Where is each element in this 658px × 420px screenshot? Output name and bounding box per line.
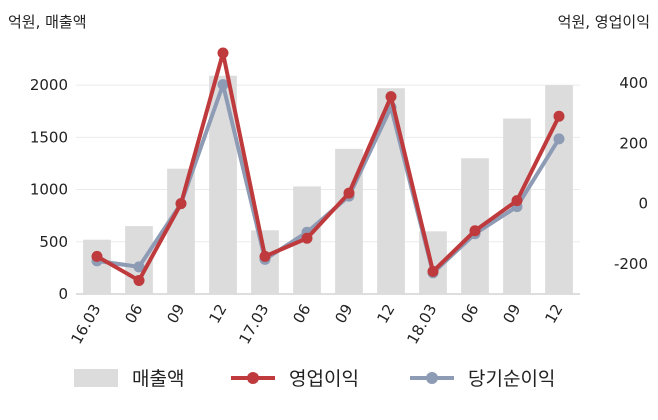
right-tick-3: 400 [619, 74, 648, 92]
left-tick-0: 0 [58, 285, 68, 303]
bar-2 [167, 168, 195, 294]
point-2 [175, 198, 187, 210]
point-9 [469, 225, 481, 237]
x-axis: 16.03 06 09 12 17.03 06 09 12 18.03 06 09 12 [67, 301, 566, 347]
line-series [91, 47, 565, 286]
point-3 [217, 47, 229, 59]
point-1 [133, 274, 145, 286]
x-tick-6: 09 [331, 301, 356, 327]
point-8 [427, 265, 439, 277]
line-net-income [95, 82, 561, 275]
left-tick-2: 1000 [30, 181, 68, 199]
x-tick-1: 06 [121, 301, 146, 327]
legend-label-0: 매출액 [132, 368, 184, 390]
right-axis: -200 0 200 400 [614, 74, 648, 273]
line-operating-profit [95, 50, 561, 283]
x-tick-10: 09 [499, 301, 524, 327]
point-3 [217, 79, 229, 91]
legend-swatch-0 [74, 369, 118, 387]
right-tick-0: -200 [614, 255, 648, 273]
x-tick-5: 06 [289, 301, 314, 327]
x-tick-4: 17.03 [235, 301, 272, 347]
right-tick-1: 0 [638, 195, 648, 213]
x-tick-0: 16.03 [67, 301, 104, 347]
point-1 [133, 261, 145, 273]
left-axis: 0 500 1000 1500 2000 [30, 76, 68, 303]
right-tick-2: 200 [619, 134, 648, 152]
legend-label-1: 영업이익 [289, 368, 359, 390]
x-tick-7: 12 [373, 301, 398, 327]
legend-marker-2 [426, 372, 438, 384]
legend-marker-1 [247, 372, 259, 384]
x-tick-9: 06 [457, 301, 482, 327]
right-unit-label: 억원, 영업이익 [558, 13, 650, 31]
left-unit-label: 억원, 매출액 [8, 13, 87, 31]
legend-label-2: 당기순이익 [468, 368, 555, 390]
point-0 [91, 250, 103, 262]
legend: 매출액 영업이익 당기순이익 [74, 368, 555, 390]
point-4 [259, 250, 271, 262]
left-tick-1: 500 [39, 233, 68, 251]
x-tick-3: 12 [205, 301, 230, 327]
bar-series [83, 75, 573, 295]
left-tick-4: 2000 [30, 76, 68, 94]
x-tick-2: 09 [163, 301, 188, 327]
point-5 [301, 232, 313, 244]
point-10 [511, 195, 523, 207]
x-tick-11: 12 [541, 301, 566, 327]
left-tick-3: 1500 [30, 128, 68, 146]
x-tick-8: 18.03 [403, 301, 440, 347]
point-6 [343, 187, 355, 199]
point-11 [553, 133, 565, 145]
point-11 [553, 110, 565, 122]
point-7 [385, 91, 397, 103]
bar-0 [83, 239, 111, 294]
